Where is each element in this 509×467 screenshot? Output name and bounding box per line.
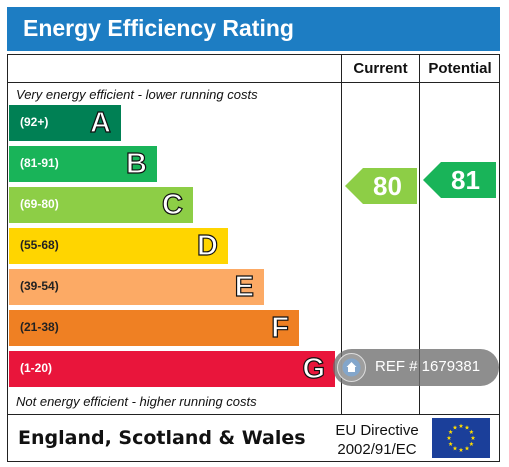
current-rating-value: 80 [373,171,402,201]
column-divider-potential [419,54,420,415]
band-f: (21-38) F [9,310,299,346]
title-bar: Energy Efficiency Rating [7,7,500,51]
top-note: Very energy efficient - lower running co… [16,87,258,102]
eu-star [452,425,458,430]
footer-frame [7,414,500,462]
band-range: (1-20) [20,361,53,375]
band-letter: C [161,188,183,221]
eu-directive-line-2: 2002/91/EC [337,441,417,458]
current-column-heading: Current [353,60,408,77]
reference-text: REF # 1679381 [375,358,481,375]
band-letter: G [302,352,326,385]
eu-star [452,445,458,451]
eu-star [469,429,474,434]
band-range: (39-54) [20,279,59,293]
eu-flag-icon [432,418,490,458]
band-e: (39-54) E [9,269,264,305]
potential-arrow-shape [423,162,496,198]
eu-stars-icon [446,423,476,452]
home-icon [337,353,366,382]
eu-star [448,429,453,434]
column-divider-current [341,54,342,415]
current-arrow-shape [345,168,417,204]
eu-star [446,435,452,440]
eu-star [470,435,476,440]
eu-star [458,423,464,428]
eu-star [448,441,453,446]
band-d: (55-68) D [9,228,228,264]
eu-star [469,441,474,446]
band-range: (21-38) [20,320,59,334]
footer-region: England, Scotland & Wales [18,427,306,449]
band-b: (81-91) B [9,146,157,182]
band-range: (81-91) [20,156,59,170]
eu-directive-line-1: EU Directive [335,422,419,439]
band-range: (92+) [20,115,49,129]
current-rating-arrow: 80 [345,168,417,204]
reference-badge: REF # 1679381 [333,349,499,386]
band-c: (69-80) C [9,187,193,223]
band-g: (1-20) G [9,351,335,387]
band-range: (55-68) [20,238,59,252]
bottom-note: Not energy efficient - higher running co… [16,394,257,409]
band-letter: D [196,229,218,262]
eu-star [458,447,464,452]
band-range: (69-80) [20,197,59,211]
potential-rating-value: 81 [451,165,480,195]
band-letter: E [234,270,255,303]
eu-star [464,445,470,451]
band-letter: A [89,106,111,139]
header-divider [7,82,500,83]
potential-rating-arrow: 81 [423,162,496,198]
potential-column-heading: Potential [428,60,492,77]
band-letter: F [271,311,290,344]
band-letter: B [125,147,147,180]
page-title: Energy Efficiency Rating [23,15,294,41]
eu-star [464,425,470,430]
band-a: (92+) A [9,105,121,141]
